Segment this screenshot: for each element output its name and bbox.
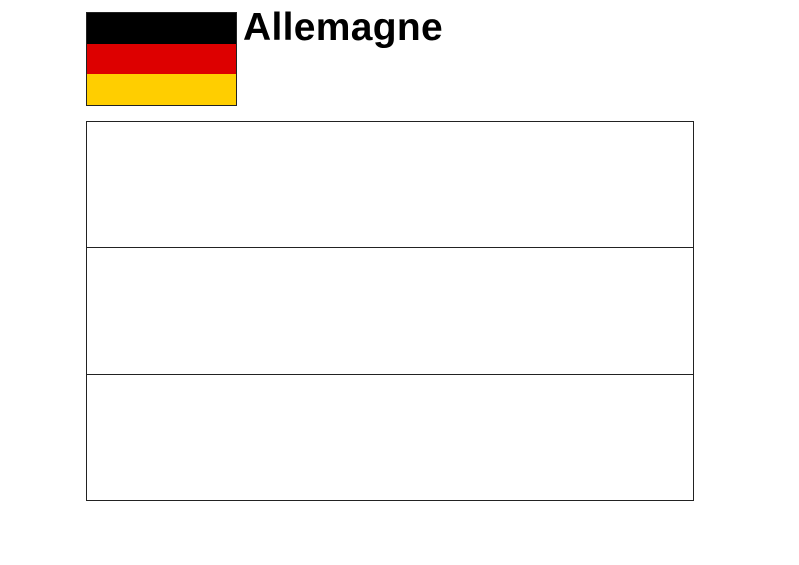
flag-stripe-gold [87,74,236,106]
flag-stripe-red [87,43,236,75]
outline-stripe-top [87,122,693,247]
flag-stripe-black [87,13,236,44]
outline-stripe-bottom [87,373,693,500]
page-title: Allemagne [243,6,443,49]
outline-stripe-middle [87,247,693,373]
germany-flag-colored [86,12,237,106]
flag-coloring-outline [86,121,694,501]
